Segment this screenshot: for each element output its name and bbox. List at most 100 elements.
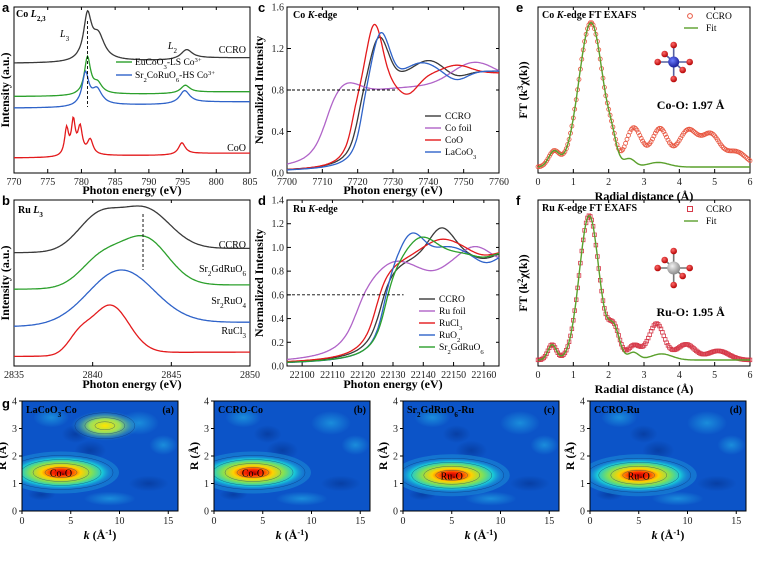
x-tick-label-d: 22100 (290, 370, 315, 381)
text-span: K (307, 10, 316, 21)
x-tick-label-d: 22160 (471, 370, 496, 381)
y-tick-label-d: 0.2 (272, 338, 285, 349)
text-span: R (Å) (376, 442, 390, 470)
y-tick-label-g: 0 (393, 507, 398, 518)
x-tick-label-b: 2850 (240, 370, 260, 381)
heatmap-body: Co-O (22, 401, 178, 511)
contour-line (423, 466, 480, 485)
panel-label: d (258, 193, 266, 208)
data-point (627, 129, 633, 135)
x-tick-label-f: 3 (642, 370, 647, 381)
data-point (730, 148, 736, 154)
data-point (650, 136, 655, 142)
x-tick-label-d: 22130 (381, 370, 406, 381)
data-point (672, 143, 678, 148)
series-line-Fit (538, 214, 750, 361)
legend-entry: Fit (706, 24, 717, 34)
text-span: FT (k (516, 282, 530, 311)
series-end-label: CoO (227, 143, 246, 154)
text-span: Photon energy (eV) (343, 183, 442, 197)
text-span: RuCl (439, 319, 459, 329)
contour-line (22, 455, 114, 490)
x-axis-label: k (Å-1) (276, 528, 309, 543)
data-point (680, 343, 685, 348)
chart-title: Ru L3 (18, 205, 43, 219)
series-line-Fit (537, 21, 750, 168)
x-tick-label-a: 805 (243, 177, 258, 188)
series-line-Sr2RuO4 (14, 269, 250, 327)
text-span: Co (542, 10, 557, 21)
x-tick-label-f: 5 (712, 370, 717, 381)
text-span: 2 (417, 411, 421, 419)
data-point (650, 325, 655, 331)
text-span: CCRO-Co (218, 405, 263, 416)
heatmap-texture (601, 407, 638, 428)
data-point (557, 352, 562, 357)
text-span: L (30, 9, 37, 20)
legend-swatch (687, 13, 693, 19)
data-point (623, 140, 628, 146)
text-span: LaCoO (26, 405, 58, 416)
x-axis-label: k (Å-1) (652, 528, 685, 543)
contour-line (44, 467, 78, 478)
text-span: Radial distance (Å) (595, 382, 694, 396)
y-tick-label-g: 1 (12, 479, 17, 490)
legend-entry: CCRO (439, 295, 465, 305)
y-tick-label-g: 4 (12, 397, 17, 408)
text-span: χ(k)) (516, 254, 530, 279)
x-tick-label-b: 2840 (83, 370, 103, 381)
x-tick-label-g: 0 (401, 516, 406, 527)
panel-label: a (2, 0, 10, 15)
x-tick-label-g: 10 (115, 516, 125, 527)
data-point (619, 148, 624, 154)
y-axis-label: R (Å) (376, 442, 390, 470)
data-point (704, 351, 709, 357)
data-point (740, 152, 746, 158)
text-span: 2 (208, 270, 212, 278)
text-span: Co (16, 9, 31, 20)
text-span: -HS Co (179, 71, 208, 81)
wavelet-title: CCRO-Co (218, 405, 263, 416)
text-span: CCRO-Ru (594, 405, 640, 416)
chart-c: c 7700 7710 7720 7730 7740 7750 7760 0.0 0.4 0.8 1.… (252, 0, 509, 197)
text-span: Sr (407, 405, 418, 416)
heatmap-texture (225, 407, 262, 428)
x-tick-label-g: 10 (496, 516, 506, 527)
text-span: (Å (658, 528, 674, 542)
legend-entry: CCRO (445, 112, 471, 122)
legend-entry: CCRO (706, 205, 732, 215)
text-span: 6 (243, 270, 247, 278)
series-line-Sr2GdRuO6 (287, 236, 500, 363)
text-span: k (84, 528, 90, 542)
peak-label-L3: L3 (59, 29, 70, 43)
text-span: Normalized Intensity (252, 36, 266, 144)
x-tick-label-g: 15 (163, 516, 173, 527)
y-axis-label: Intensity (a.u.) (0, 52, 12, 127)
text-span: 6 (480, 349, 484, 356)
text-span: χ(k)) (516, 61, 530, 86)
data-point (691, 346, 696, 351)
text-span: -1 (105, 528, 112, 537)
text-span: Ru (18, 205, 33, 216)
panel-label: g (2, 396, 10, 411)
text-span: Sr (199, 264, 209, 275)
text-span: 3 (66, 35, 70, 43)
x-tick-label-a: 790 (141, 177, 156, 188)
oxygen-atom (670, 281, 677, 289)
heatmap-texture (687, 411, 727, 435)
x-tick-label-c: 7750 (454, 177, 474, 188)
x-tick-label-e: 4 (677, 177, 682, 188)
text-span: Normalized Intensity (252, 229, 266, 337)
data-point (654, 321, 659, 326)
x-axis-label: k (Å-1) (465, 528, 498, 543)
y-tick-label-d: 0.0 (272, 362, 285, 373)
text-span: 2 (516, 279, 525, 283)
oxygen-atom (654, 264, 661, 272)
heatmap-texture (83, 491, 136, 506)
x-tick-label-g: 5 (636, 516, 641, 527)
